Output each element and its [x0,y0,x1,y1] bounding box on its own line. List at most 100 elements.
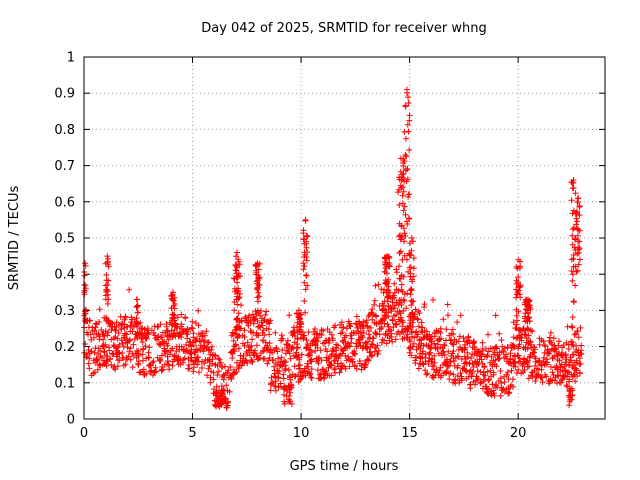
data-point [308,375,315,381]
data-point [234,315,241,322]
data-point [536,357,543,364]
data-point [403,178,410,185]
data-point [222,395,228,402]
data-point [521,331,528,338]
data-point [577,324,584,331]
data-point [555,342,562,349]
data-point [244,339,251,346]
data-point [369,306,376,313]
data-point [571,331,578,338]
data-point [196,337,203,344]
data-point [363,317,370,324]
data-point [224,402,231,409]
data-point [407,317,414,324]
data-point [393,312,399,318]
data-point [349,358,356,365]
data-point [254,317,261,324]
data-point [457,370,464,377]
data-point [516,341,523,348]
data-point [105,329,112,336]
data-point [395,189,401,196]
data-point [108,320,115,327]
data-point [227,364,234,370]
data-point [391,294,398,301]
data-point [213,388,220,395]
data-point [295,313,302,320]
data-point [230,337,237,344]
data-point [415,365,422,372]
y-tick-label: 0.9 [54,87,75,102]
data-point [423,371,430,378]
data-point [260,317,267,324]
data-point [351,348,358,354]
data-point [521,367,528,373]
data-point [143,370,150,377]
data-point [570,263,577,270]
data-point [451,358,457,365]
data-point [263,308,270,315]
data-point [456,333,463,340]
data-point [256,281,263,288]
data-point [359,334,366,341]
data-point [85,360,92,367]
data-point [301,332,308,339]
data-point [105,296,112,303]
data-point [119,340,126,347]
data-point [485,348,492,355]
data-point [403,256,410,263]
x-axis-label: GPS time / hours [290,459,399,474]
data-point [106,356,113,363]
data-point [396,202,403,208]
data-point [96,306,103,313]
data-point [302,216,309,223]
data-point [104,332,111,339]
data-point [498,337,505,344]
data-point [211,401,218,408]
data-point [572,211,579,217]
data-point [133,315,140,322]
data-point [174,314,181,321]
data-point [209,343,215,350]
y-tick-label: 0.1 [54,376,75,391]
data-point [490,371,497,378]
data-point [204,339,211,346]
data-point [574,199,581,206]
data-point [215,368,222,375]
data-point [407,291,414,298]
data-point [393,321,400,327]
data-point [381,286,388,293]
data-point [232,341,239,348]
data-point [175,353,182,360]
data-point [305,329,312,336]
data-point [479,339,486,346]
data-point [549,369,556,376]
data-point [451,377,458,384]
data-point [262,339,269,346]
data-point [346,363,353,370]
data-point [574,232,581,239]
data-point [524,363,531,370]
data-point [104,281,111,288]
data-point [86,355,93,362]
data-point [345,353,352,360]
data-point [105,255,111,262]
data-point [515,256,522,263]
data-point [370,335,377,342]
data-point [563,361,570,368]
data-point [102,341,109,348]
data-point [389,338,396,345]
data-point [405,94,411,101]
data-point [432,330,439,337]
data-point [447,358,454,365]
data-point [551,353,558,360]
data-point [540,354,547,361]
data-point [427,345,434,352]
data-point [403,86,410,93]
data-point [372,282,379,289]
data-point [496,330,503,337]
data-point [138,325,145,332]
data-point [515,274,522,280]
data-point [369,352,376,358]
data-point [494,345,500,352]
data-point [134,334,141,341]
